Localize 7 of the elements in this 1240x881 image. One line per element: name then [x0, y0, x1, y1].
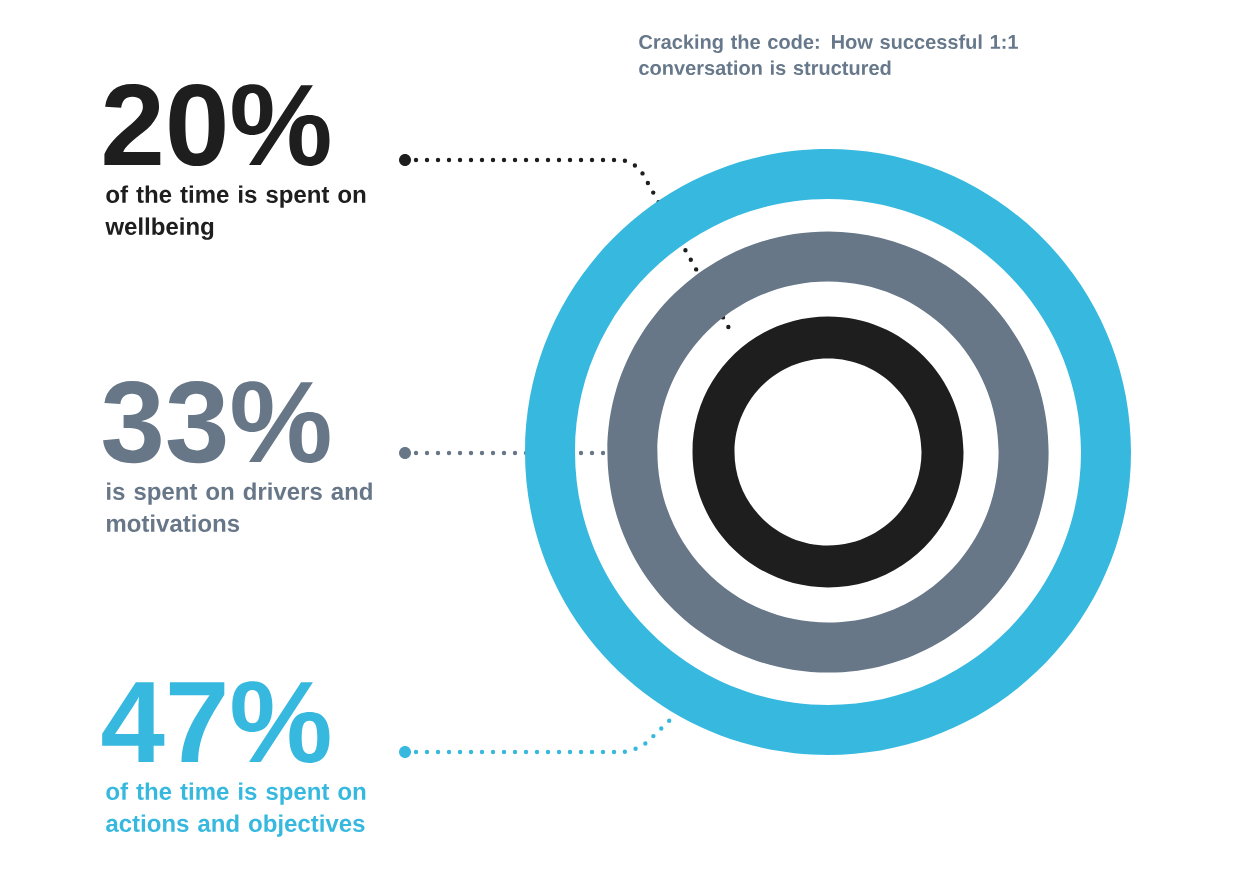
data-label: 20% [104, 83, 330, 167]
category-label: is spent on drivers and motivations [106, 482, 372, 532]
category-label: of the time is spent on wellbeing [105, 185, 366, 240]
text: Cracking the code: How successful 1:1 conversation is structured [639, 34, 1018, 76]
category-label: of the time is spent on actions and objectives [106, 782, 366, 837]
data-label: 33% [103, 380, 330, 464]
data-label: 47% [102, 681, 330, 763]
